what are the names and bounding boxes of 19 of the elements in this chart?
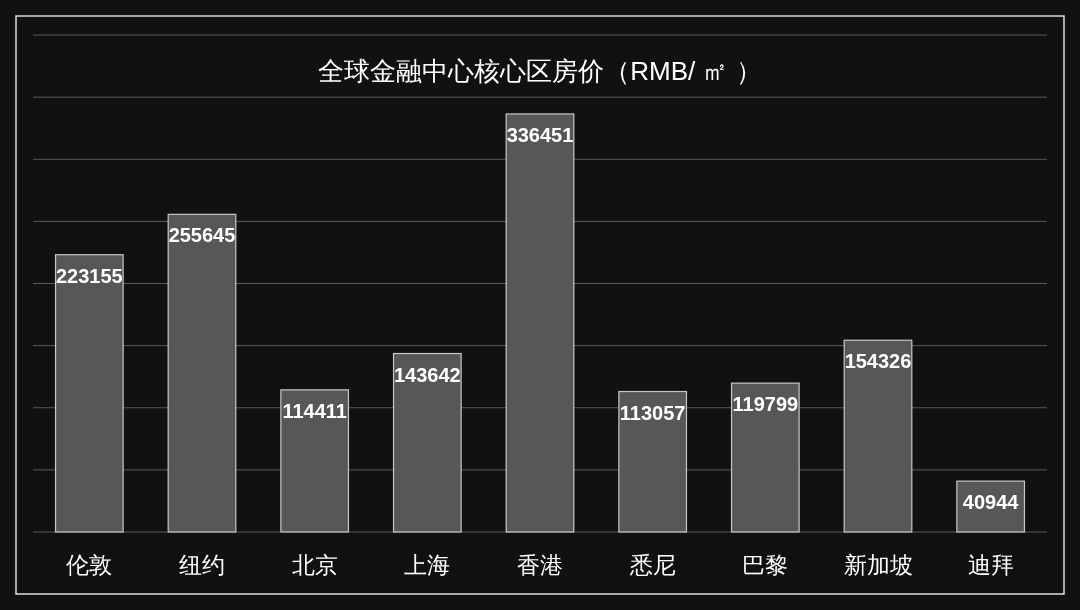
x-tick-label: 新加坡 [843,552,913,578]
x-tick-label: 伦敦 [66,552,113,578]
data-label: 255645 [168,224,236,247]
data-label: 40944 [962,491,1020,514]
x-tick-label: 香港 [517,552,563,578]
data-label: 114411 [282,399,347,422]
x-tick-label: 上海 [404,552,451,578]
data-label: 154326 [844,350,912,373]
data-label: 143642 [393,363,461,386]
data-label: 119799 [732,393,799,416]
data-label: 223155 [55,264,123,287]
text: 全球金融中心核心区房价（RMB/ ㎡ ） [318,56,762,86]
x-tick-label: 巴黎 [742,552,789,578]
x-tick-label: 纽约 [179,552,225,578]
data-label: 113057 [619,401,686,424]
x-tick-label: 悉尼 [628,552,676,578]
x-tick-label: 北京 [291,552,338,578]
data-label: 336451 [506,123,574,146]
x-tick-label: 迪拜 [967,552,1014,578]
